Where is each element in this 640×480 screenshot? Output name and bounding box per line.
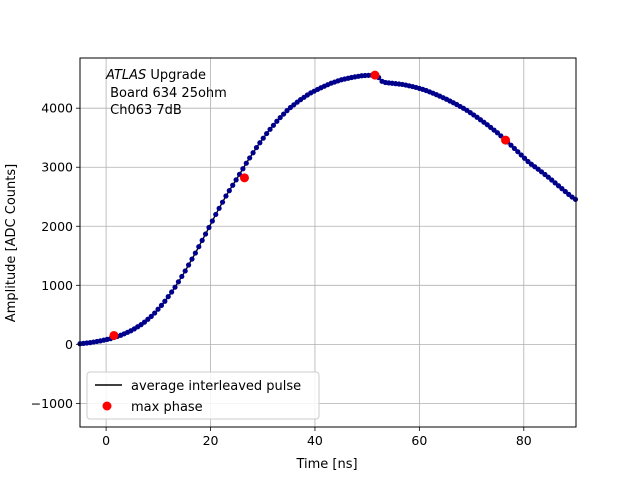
pulse-point	[196, 244, 202, 250]
max-phase-series	[109, 70, 511, 340]
pulse-point	[240, 166, 246, 172]
pulse-point	[206, 224, 212, 231]
pulse-point	[158, 302, 165, 308]
pulse-point	[192, 250, 198, 256]
pulse-point	[515, 149, 521, 155]
pulse-point	[182, 268, 188, 274]
pulse-point	[518, 152, 524, 158]
plot-frame	[79, 57, 577, 428]
y-tick-label: 2000	[41, 219, 73, 234]
pulse-point	[494, 130, 501, 136]
y-tick-label: 1000	[41, 278, 73, 293]
pulse-point	[243, 160, 249, 166]
annotation-line-1: ATLAS Upgrade	[105, 68, 206, 83]
max-phase-point	[109, 330, 119, 340]
pulse-point	[508, 142, 514, 148]
pulse-point	[562, 188, 568, 195]
pulse-point	[155, 306, 161, 312]
legend: average interleaved pulse max phase	[86, 371, 320, 420]
atlas-annotation: ATLAS Upgrade Board 634 25ohm Ch063 7dB	[105, 68, 227, 118]
legend-label-max-phase: max phase	[131, 400, 203, 415]
y-tick-label: 4000	[41, 101, 73, 116]
pulse-point	[277, 114, 283, 121]
legend-label-average-pulse: average interleaved pulse	[131, 379, 301, 394]
pulse-point	[257, 140, 263, 146]
pulse-point	[148, 313, 154, 319]
pulse-point	[185, 262, 192, 268]
annotation-line-3: Ch063 7dB	[106, 103, 182, 118]
max-phase-point	[501, 135, 511, 145]
pulse-point	[230, 182, 236, 188]
pulse-point	[274, 118, 280, 124]
pulse-point	[253, 144, 260, 151]
y-tick-label: −1000	[31, 396, 73, 411]
pulse-point	[145, 316, 151, 322]
pulse-point	[202, 231, 209, 237]
annotation-line-2: Board 634 25ohm	[106, 86, 227, 101]
y-tick-label: 0	[65, 337, 73, 352]
pulse-point	[169, 289, 175, 295]
pulse-point	[521, 155, 528, 161]
pulse-point	[270, 122, 277, 128]
y-tick-label: 3000	[41, 160, 73, 175]
pulse-point	[498, 133, 504, 139]
max-phase-point	[239, 173, 249, 183]
pulse-point	[219, 199, 226, 205]
pulse-point	[260, 135, 266, 141]
axis-ticks: 0 20 40 60 80 −1000 0 1000 2000 3000 4000	[31, 101, 532, 448]
pulse-point	[267, 126, 273, 132]
y-axis-label: Amplitude [ADC Counts]	[4, 164, 19, 322]
pulse-point	[559, 186, 565, 192]
pulse-point	[179, 273, 185, 280]
x-tick-label: 80	[516, 433, 532, 448]
pulse-point	[213, 211, 219, 218]
pulse-point	[172, 284, 178, 290]
pulse-point	[226, 188, 232, 194]
pulse-point	[216, 205, 222, 211]
pulse-point	[555, 183, 562, 189]
pulse-point	[281, 111, 287, 117]
pulse-point	[209, 218, 215, 224]
x-tick-label: 20	[203, 433, 219, 448]
pulse-point	[572, 196, 579, 202]
legend-marker-swatch	[102, 401, 112, 411]
pulse-point	[250, 150, 256, 156]
x-tick-label: 0	[102, 433, 110, 448]
pulse-point	[162, 298, 168, 304]
pulse-point	[264, 130, 270, 137]
pulse-point	[552, 180, 558, 186]
pulse-series	[77, 72, 579, 347]
x-tick-label: 40	[307, 433, 323, 448]
pulse-point	[233, 177, 239, 183]
pulse-point	[165, 294, 171, 300]
pulse-point	[223, 193, 229, 199]
max-phase-point	[370, 70, 380, 80]
pulse-point	[511, 145, 517, 152]
pulse-point	[152, 310, 158, 316]
legend-box	[86, 371, 320, 420]
x-axis-label: Time [ns]	[295, 457, 357, 472]
pulse-point	[189, 256, 195, 262]
pulse-point	[141, 319, 148, 325]
x-tick-label: 60	[411, 433, 427, 448]
pulse-point	[284, 108, 290, 114]
pulse-point	[199, 237, 205, 243]
pulse-point	[247, 155, 253, 161]
pulse-point	[175, 279, 182, 285]
pulse-point	[549, 177, 555, 183]
